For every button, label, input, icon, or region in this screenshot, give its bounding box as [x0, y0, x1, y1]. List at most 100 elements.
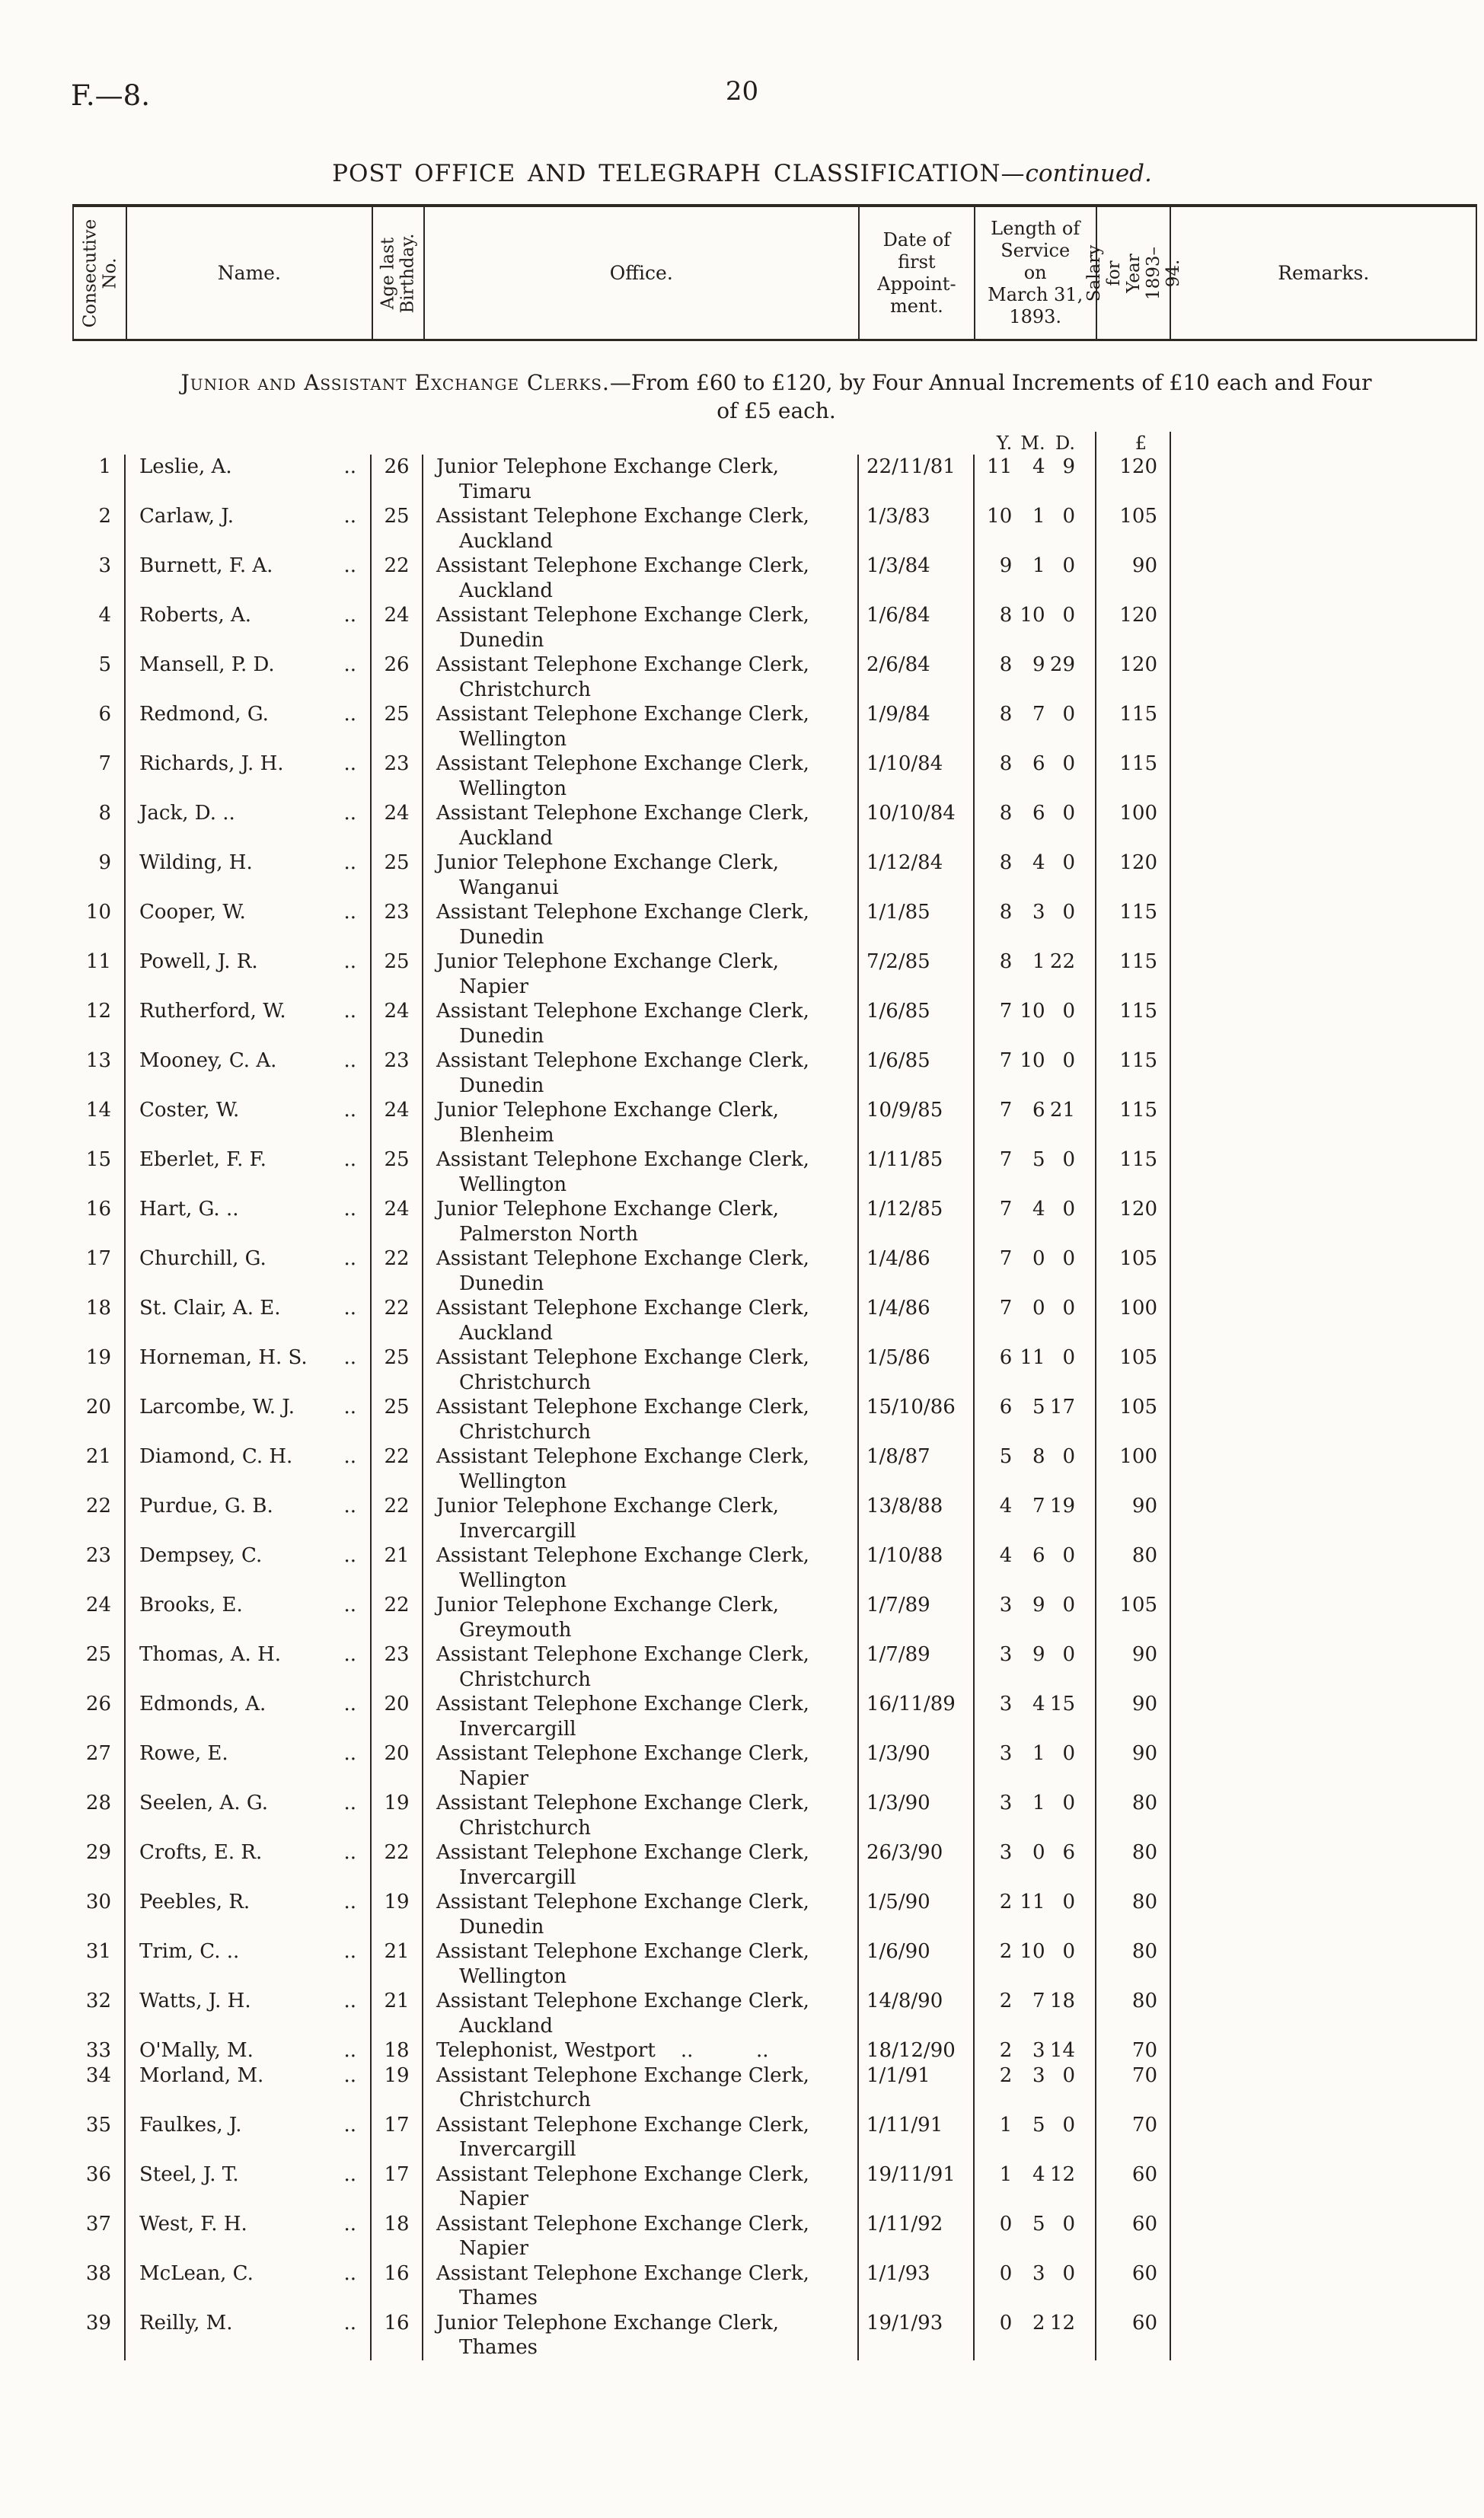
office-title: Assistant Telephone Exchange Clerk,	[436, 1693, 809, 1715]
salary-value: 70	[1131, 2063, 1157, 2087]
service-cell: 1 4 12	[975, 2162, 1096, 2212]
service-cell: 3 4 15	[975, 1692, 1096, 1741]
age-cell: 22	[372, 1444, 423, 1494]
name-cell: Thomas, A. H...	[126, 1642, 372, 1692]
age-cell: 20	[372, 1692, 423, 1741]
salary-value: 105	[1119, 1247, 1157, 1270]
service-years: 3	[999, 1594, 1013, 1616]
salary-value: 60	[1131, 2162, 1157, 2186]
remarks-cell	[1171, 1444, 1460, 1494]
consecutive-no-cell: 2	[72, 504, 126, 554]
name-cell: McLean, C...	[126, 2261, 372, 2311]
row-number: 18	[85, 1297, 111, 1320]
table-row: 32 Watts, J. H... 21 Assistant Telephone…	[72, 1989, 1460, 2038]
table-row: 38 McLean, C... 16 Assistant Telephone E…	[72, 2261, 1460, 2311]
age-cell: 17	[372, 2112, 423, 2162]
salary-cell: 70	[1096, 2038, 1171, 2063]
leader-dots: ..	[343, 2212, 356, 2236]
date-cell: 1/7/89	[859, 1593, 975, 1642]
row-number: 33	[85, 2039, 111, 2062]
service-cell: 2 7 18	[975, 1989, 1096, 2038]
salary-value: 80	[1131, 1891, 1157, 1913]
service-months: 5	[1032, 2212, 1045, 2236]
age-value: 26	[384, 653, 410, 676]
table-row: 1 Leslie, A... 26 Junior Telephone Excha…	[72, 455, 1460, 504]
remarks-cell	[1171, 1543, 1460, 1593]
name-cell: Richards, J. H...	[126, 752, 372, 801]
service-years: 1	[999, 2162, 1013, 2186]
office-title: Junior Telephone Exchange Clerk,	[436, 1099, 779, 1122]
salary-value: 115	[1119, 950, 1157, 973]
consecutive-no-cell: 19	[72, 1345, 126, 1395]
remarks-cell	[1171, 504, 1460, 554]
service-years: 2	[999, 1990, 1013, 2012]
office-location: Auckland	[459, 579, 554, 602]
date-cell: 1/11/85	[859, 1147, 975, 1197]
name-cell: Watts, J. H...	[126, 1989, 372, 2038]
name-cell: Rutherford, W...	[126, 999, 372, 1048]
service-years: 7	[999, 1297, 1013, 1320]
service-days: 12	[1049, 2162, 1075, 2186]
date-first-appointment: 1/11/91	[866, 2113, 943, 2137]
office-location: Christchurch	[459, 1371, 591, 1394]
age-cell: 25	[372, 702, 423, 752]
office-cell: Assistant Telephone Exchange Clerk, Auckl…	[423, 801, 859, 851]
salary-cell: 60	[1096, 2211, 1171, 2261]
remarks-cell	[1171, 603, 1460, 653]
remarks-cell	[1171, 1840, 1460, 1890]
consecutive-no-cell: 27	[72, 1741, 126, 1791]
leader-dots: ..	[343, 1742, 356, 1765]
clerk-rows: 1 Leslie, A... 26 Junior Telephone Excha…	[72, 455, 1460, 2360]
table-row: 2 Carlaw, J... 25 Assistant Telephone Ex…	[72, 504, 1460, 554]
salary-cell: 115	[1096, 999, 1171, 1048]
consecutive-no-cell: 34	[72, 2063, 126, 2113]
office-location: Blenheim	[459, 1123, 554, 1147]
row-number: 9	[98, 851, 111, 874]
row-number: 35	[85, 2113, 111, 2137]
service-cell: 7 10 0	[975, 999, 1096, 1048]
remarks-cell	[1171, 1593, 1460, 1642]
office-title: Assistant Telephone Exchange Clerk,	[436, 1792, 809, 1814]
name-cell: St. Clair, A. E...	[126, 1296, 372, 1345]
section-heading: Junior and Assistant Exchange Clerks.—Fr…	[69, 369, 1484, 425]
salary-cell: 120	[1096, 1197, 1171, 1246]
consecutive-no-cell: 9	[72, 851, 126, 900]
leader-dots: ..	[343, 1841, 356, 1864]
name-cell: Diamond, C. H...	[126, 1444, 372, 1494]
subheader-years: Y.	[996, 432, 1013, 454]
office-title: Assistant Telephone Exchange Clerk,	[436, 653, 809, 676]
remarks-cell	[1171, 1791, 1460, 1840]
table-row: 34 Morland, M... 19 Assistant Telephone …	[72, 2063, 1460, 2113]
leader-dots: ..	[343, 2063, 356, 2087]
date-first-appointment: 2/6/84	[866, 653, 930, 676]
service-cell: 2 11 0	[975, 1890, 1096, 1939]
office-title: Telephonist, Westport .. ..	[436, 2039, 769, 2062]
name-cell: Churchill, G...	[126, 1246, 372, 1296]
service-years: 2	[999, 1891, 1013, 1913]
date-first-appointment: 1/4/86	[866, 1297, 930, 1320]
page-title-continued: continued.	[1025, 160, 1152, 187]
service-years: 8	[999, 802, 1013, 825]
service-years: 10	[987, 505, 1013, 528]
row-number: 6	[98, 703, 111, 726]
salary-cell: 105	[1096, 1395, 1171, 1444]
office-location: Wellington	[459, 1173, 567, 1196]
age-value: 24	[384, 1000, 410, 1023]
clerk-name: West, F. H.	[139, 2212, 247, 2236]
leader-dots: ..	[343, 1940, 356, 1963]
date-first-appointment: 1/7/89	[866, 1643, 930, 1666]
service-days: 0	[1062, 1198, 1075, 1221]
age-value: 24	[384, 802, 410, 825]
consecutive-no-cell: 33	[72, 2038, 126, 2063]
service-days: 0	[1062, 1891, 1075, 1913]
leader-dots: ..	[343, 2162, 356, 2186]
date-cell: 1/4/86	[859, 1296, 975, 1345]
salary-value: 105	[1119, 1346, 1157, 1369]
table-row: 4 Roberts, A... 24 Assistant Telephone E…	[72, 603, 1460, 653]
date-cell: 19/11/91	[859, 2162, 975, 2212]
table-row: 15 Eberlet, F. F... 25 Assistant Telepho…	[72, 1147, 1460, 1197]
office-title: Assistant Telephone Exchange Clerk,	[436, 1445, 809, 1468]
